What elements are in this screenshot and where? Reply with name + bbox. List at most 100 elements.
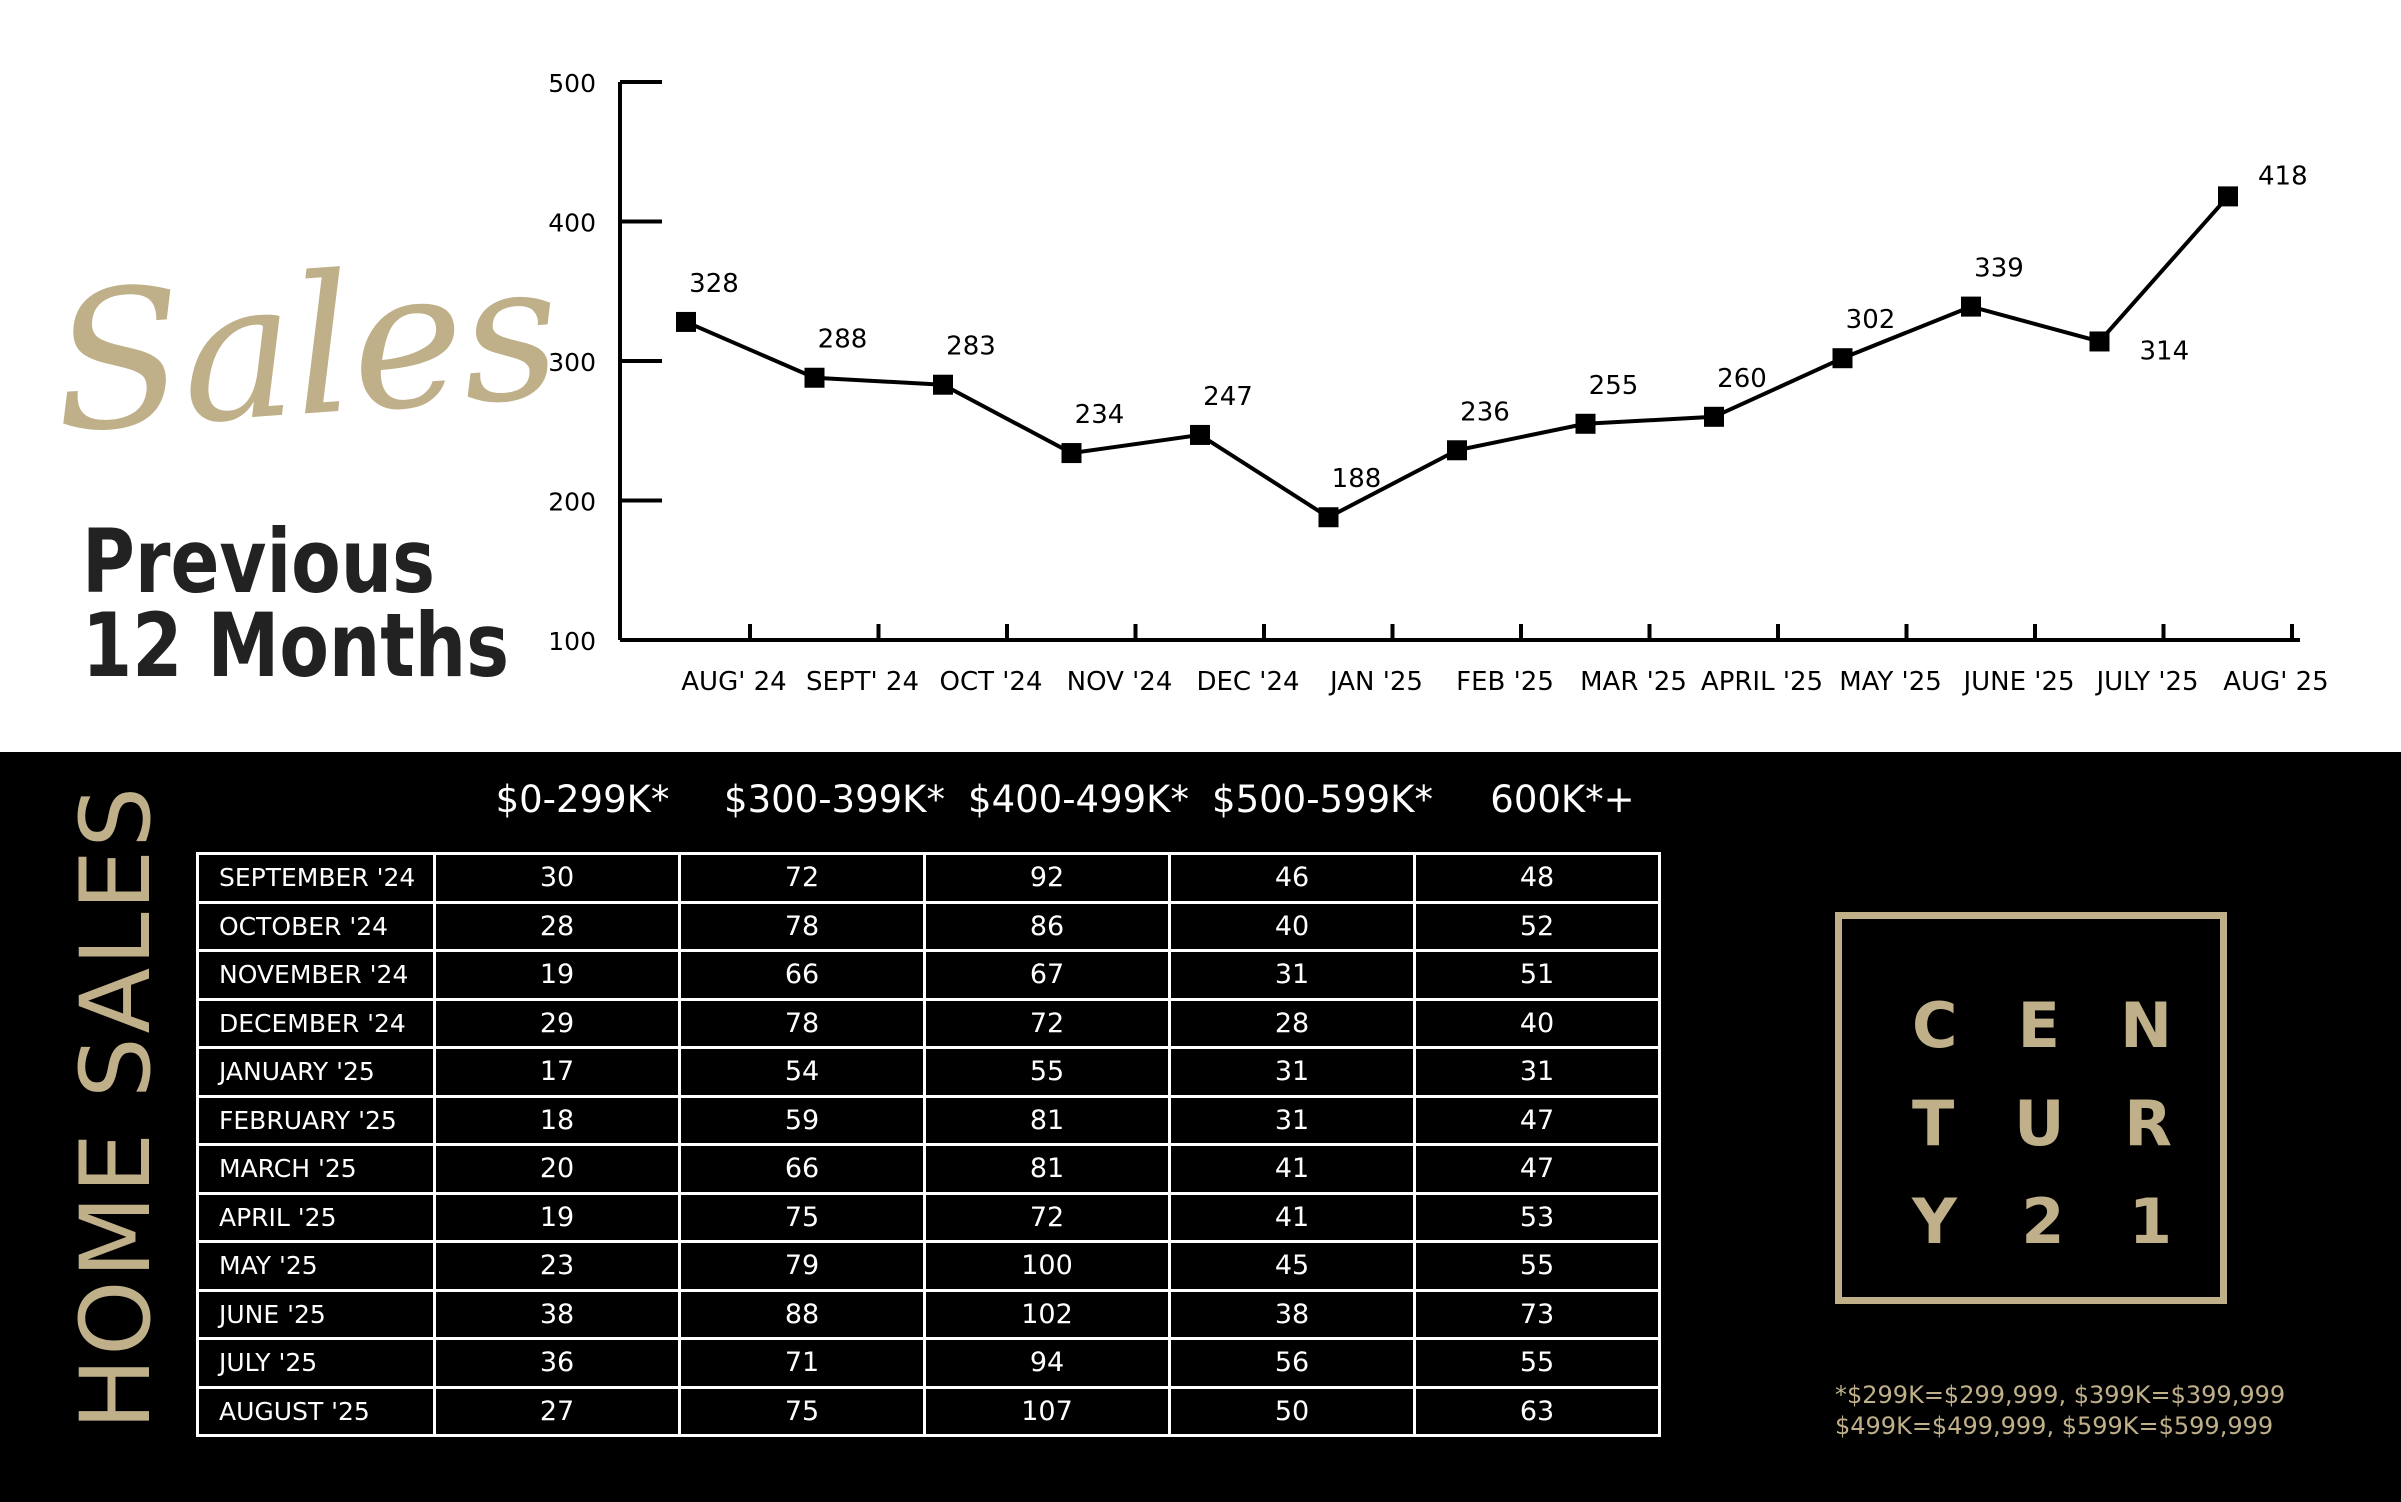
data-label: 255 (1589, 371, 1639, 401)
value-cell: 66 (678, 949, 926, 1001)
logo-letter: T (1912, 1087, 1955, 1160)
x-tick-label: MAY '25 (1839, 667, 1942, 697)
value-cell: 28 (433, 900, 681, 952)
x-tick-label: OCT '24 (940, 667, 1043, 697)
data-point (1832, 348, 1853, 369)
data-point (2089, 331, 2110, 352)
x-tick-label: APRIL '25 (1701, 667, 1823, 697)
month-cell: NOVEMBER '24 (196, 949, 436, 1001)
y-tick-label: 500 (548, 69, 596, 98)
x-tick-label: AUG' 24 (681, 667, 786, 697)
table-row: NOVEMBER '24 19 66 67 31 51 (196, 949, 1661, 1001)
value-cell: 56 (1168, 1337, 1416, 1389)
y-tick-label: 100 (548, 627, 596, 656)
logo-letter: Y (1912, 1185, 1957, 1258)
table-row: JUNE '25 38 88 102 38 73 (196, 1288, 1661, 1340)
data-point (1190, 424, 1210, 445)
footnote-line-1: *$299K=$299,999, $399K=$399,999 (1835, 1381, 2286, 1409)
x-tick-label: DEC '24 (1196, 667, 1299, 697)
value-cell: 72 (678, 852, 926, 904)
table-row: JULY '25 36 71 94 56 55 (196, 1337, 1661, 1389)
month-cell: MARCH '25 (196, 1143, 436, 1195)
price-footnote: *$299K=$299,999, $399K=$399,999 $499K=$4… (1835, 1380, 2285, 1442)
home-sales-table: SEPTEMBER '24 30 72 92 46 48 OCTOBER '24 28 78 86… (196, 852, 1661, 1437)
value-cell: 52 (1413, 900, 1661, 952)
x-tick-label: NOV '24 (1067, 667, 1173, 697)
value-cell: 100 (923, 1240, 1171, 1292)
value-cell: 31 (1168, 1094, 1416, 1146)
data-label: 288 (818, 325, 868, 355)
chart-section: Sales Previous 12 Months 100 200 300 400 500… (46, 69, 2329, 697)
value-cell: 38 (1168, 1288, 1416, 1340)
value-cell: 63 (1413, 1385, 1661, 1437)
month-cell: JULY '25 (196, 1337, 436, 1389)
value-cell: 72 (923, 1191, 1171, 1243)
x-tick-label: MAR '25 (1580, 667, 1687, 697)
x-tick-label: AUG' 25 (2223, 667, 2328, 697)
value-cell: 55 (923, 1046, 1171, 1098)
table-row: AUGUST '25 27 75 107 50 63 (196, 1385, 1661, 1437)
table-row: SEPTEMBER '24 30 72 92 46 48 (196, 852, 1661, 904)
value-cell: 78 (678, 997, 926, 1049)
logo-line-3: Y 2 1 (1912, 1185, 2172, 1258)
x-tick-label: JAN '25 (1328, 667, 1423, 697)
column-header-600k-plus: 600K*+ (1490, 778, 1635, 821)
data-point (1704, 406, 1724, 427)
value-cell: 94 (923, 1337, 1171, 1389)
value-cell: 40 (1168, 900, 1416, 952)
x-tick-label: JULY '25 (2094, 667, 2198, 697)
value-cell: 92 (923, 852, 1171, 904)
value-cell: 18 (433, 1094, 681, 1146)
value-cell: 59 (678, 1094, 926, 1146)
value-cell: 38 (433, 1288, 681, 1340)
value-cell: 72 (923, 997, 1171, 1049)
value-cell: 55 (1413, 1240, 1661, 1292)
value-cell: 30 (433, 852, 681, 904)
logo-letter: R (2124, 1087, 2172, 1160)
chart-subtitle: Previous 12 Months (82, 518, 510, 697)
value-cell: 81 (923, 1094, 1171, 1146)
value-cell: 23 (433, 1240, 681, 1292)
value-cell: 53 (1413, 1191, 1661, 1243)
logo-line-1: C E N (1912, 989, 2172, 1062)
value-cell: 40 (1413, 997, 1661, 1049)
table-row: OCTOBER '24 28 78 86 40 52 (196, 900, 1661, 952)
value-cell: 67 (923, 949, 1171, 1001)
data-label: 328 (689, 269, 739, 299)
y-tick-label: 300 (548, 348, 596, 377)
value-cell: 75 (678, 1385, 926, 1437)
data-point (1318, 507, 1339, 528)
value-cell: 48 (1413, 852, 1661, 904)
value-cell: 71 (678, 1337, 926, 1389)
logo-letter: N (2120, 989, 2172, 1062)
data-point (1961, 296, 1981, 317)
month-cell: SEPTEMBER '24 (196, 852, 436, 904)
logo-letter: 1 (2128, 1185, 2172, 1258)
column-header-0-299k: $0-299K* (495, 778, 670, 821)
value-cell: 47 (1413, 1143, 1661, 1195)
value-cell: 75 (678, 1191, 926, 1243)
month-cell: MAY '25 (196, 1240, 436, 1292)
value-cell: 19 (433, 1191, 681, 1243)
value-cell: 88 (678, 1288, 926, 1340)
column-header-400-499k: $400-499K* (968, 778, 1189, 821)
data-point (1061, 443, 1082, 464)
data-label: 302 (1846, 305, 1896, 335)
value-cell: 73 (1413, 1288, 1661, 1340)
logo-letter: C (1912, 989, 1958, 1062)
value-cell: 54 (678, 1046, 926, 1098)
x-tick-label: JUNE '25 (1961, 667, 2074, 697)
value-cell: 41 (1168, 1143, 1416, 1195)
table-row: FEBRUARY '25 18 59 81 31 47 (196, 1094, 1661, 1146)
value-cell: 19 (433, 949, 681, 1001)
value-cell: 31 (1413, 1046, 1661, 1098)
x-tick-label: SEPT' 24 (806, 667, 919, 697)
value-cell: 31 (1168, 1046, 1416, 1098)
value-cell: 79 (678, 1240, 926, 1292)
month-cell: AUGUST '25 (196, 1385, 436, 1437)
data-label: 260 (1717, 364, 1767, 394)
month-cell: APRIL '25 (196, 1191, 436, 1243)
value-cell: 27 (433, 1385, 681, 1437)
subtitle-line-2: 12 Months (82, 594, 510, 697)
